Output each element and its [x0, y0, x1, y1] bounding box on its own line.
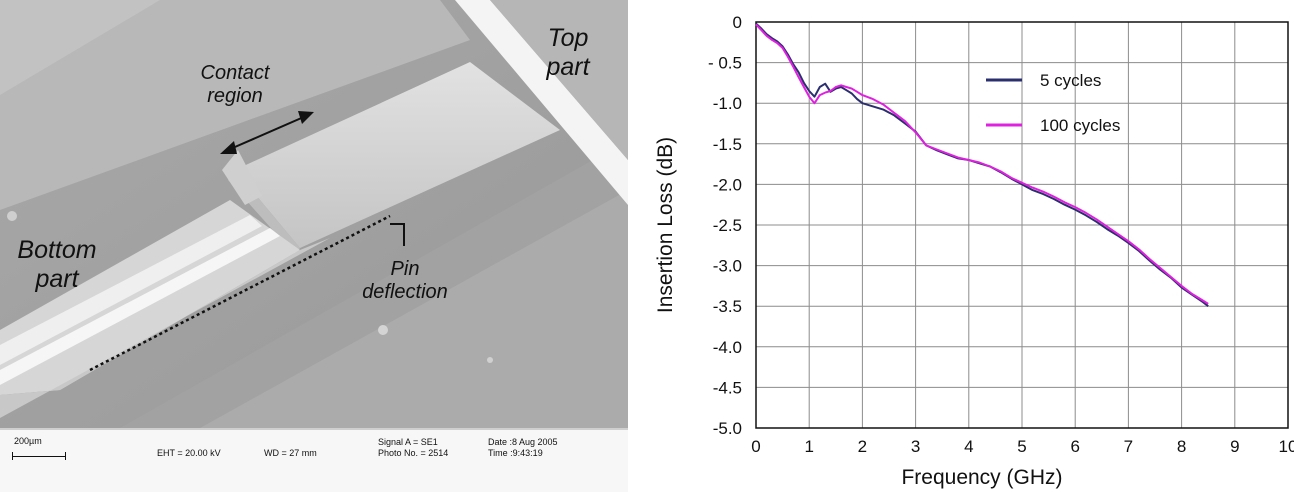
date-readout: Date :8 Aug 2005 — [488, 437, 558, 447]
y-tick-label: -3.0 — [713, 257, 742, 276]
y-tick-label: -2.5 — [713, 216, 742, 235]
x-tick-label: 9 — [1230, 437, 1239, 456]
plot-frame — [755, 21, 1289, 429]
y-tick-label: -4.5 — [713, 378, 742, 397]
sem-micrograph-image — [0, 0, 628, 428]
x-tick-label: 0 — [751, 437, 760, 456]
y-tick-label: - 0.5 — [708, 54, 742, 73]
x-tick-label: 1 — [804, 437, 813, 456]
insertion-loss-chart: 0 - 0.5 -1.0 -1.5 -2.0 -2.5 -3.0 -3.5 -4.0 -4.5 -5… — [654, 13, 1294, 489]
x-tick-label: 8 — [1177, 437, 1186, 456]
legend-label: 5 cycles — [1040, 71, 1101, 90]
x-tick-label: 4 — [964, 437, 973, 456]
sem-micrograph-panel: Top part Bottom part Contact region Pin … — [0, 0, 628, 492]
x-tick-label: 2 — [858, 437, 867, 456]
chart-series — [755, 22, 1209, 307]
x-tick-label: 7 — [1124, 437, 1133, 456]
pin-deflection-label: Pin deflection — [362, 258, 448, 303]
wd-readout: WD = 27 mm — [264, 448, 317, 458]
time-readout: Time :9:43:19 — [488, 448, 543, 458]
y-tick-label: -3.5 — [713, 297, 742, 316]
y-tick-label: -4.0 — [713, 338, 742, 357]
x-axis-title: Frequency (GHz) — [901, 466, 1062, 489]
bottom-part-label: Bottom part — [17, 236, 97, 293]
x-tick-labels: 0 1 2 3 4 5 6 7 8 9 10 — [751, 437, 1294, 456]
scale-bar — [12, 452, 66, 460]
photo-number-readout: Photo No. = 2514 — [378, 448, 449, 458]
pin-deflection-dotted-line — [89, 214, 391, 372]
y-tick-label: -1.0 — [713, 94, 742, 113]
chart-legend: 5 cycles 100 cycles — [986, 71, 1120, 135]
contact-region-arrow — [227, 115, 307, 151]
scale-label: 200µm — [14, 436, 42, 446]
y-tick-label: -1.5 — [713, 135, 742, 154]
arrow-head-left-icon — [220, 141, 237, 154]
insertion-loss-chart-panel: 0 - 0.5 -1.0 -1.5 -2.0 -2.5 -3.0 -3.5 -4.0 -4.5 -5… — [648, 0, 1294, 490]
y-tick-label: -5.0 — [713, 419, 742, 438]
x-tick-label: 3 — [911, 437, 920, 456]
sem-info-bar: 200µm EHT = 20.00 kV WD = 27 mm Signal A… — [0, 428, 628, 492]
x-tick-label: 10 — [1279, 437, 1294, 456]
signal-readout: Signal A = SE1 — [378, 437, 438, 447]
pin-deflection-bracket — [390, 223, 405, 246]
y-axis-title: Insertion Loss (dB) — [654, 137, 677, 313]
y-tick-labels: 0 - 0.5 -1.0 -1.5 -2.0 -2.5 -3.0 -3.5 -4.0 -4.5 -5… — [708, 13, 742, 438]
eht-readout: EHT = 20.00 kV — [157, 448, 221, 458]
series-line-five-cycles — [755, 22, 1209, 307]
x-tick-label: 6 — [1070, 437, 1079, 456]
chart-grid — [755, 21, 1289, 429]
legend-label: 100 cycles — [1040, 116, 1120, 135]
contact-region-label: Contact region — [200, 62, 270, 107]
top-part-label: Top part — [546, 24, 590, 81]
y-tick-label: 0 — [733, 13, 742, 32]
arrow-head-right-icon — [298, 111, 314, 124]
series-line-hundred-cycles — [755, 23, 1209, 305]
y-tick-label: -2.0 — [713, 175, 742, 194]
x-tick-label: 5 — [1017, 437, 1026, 456]
